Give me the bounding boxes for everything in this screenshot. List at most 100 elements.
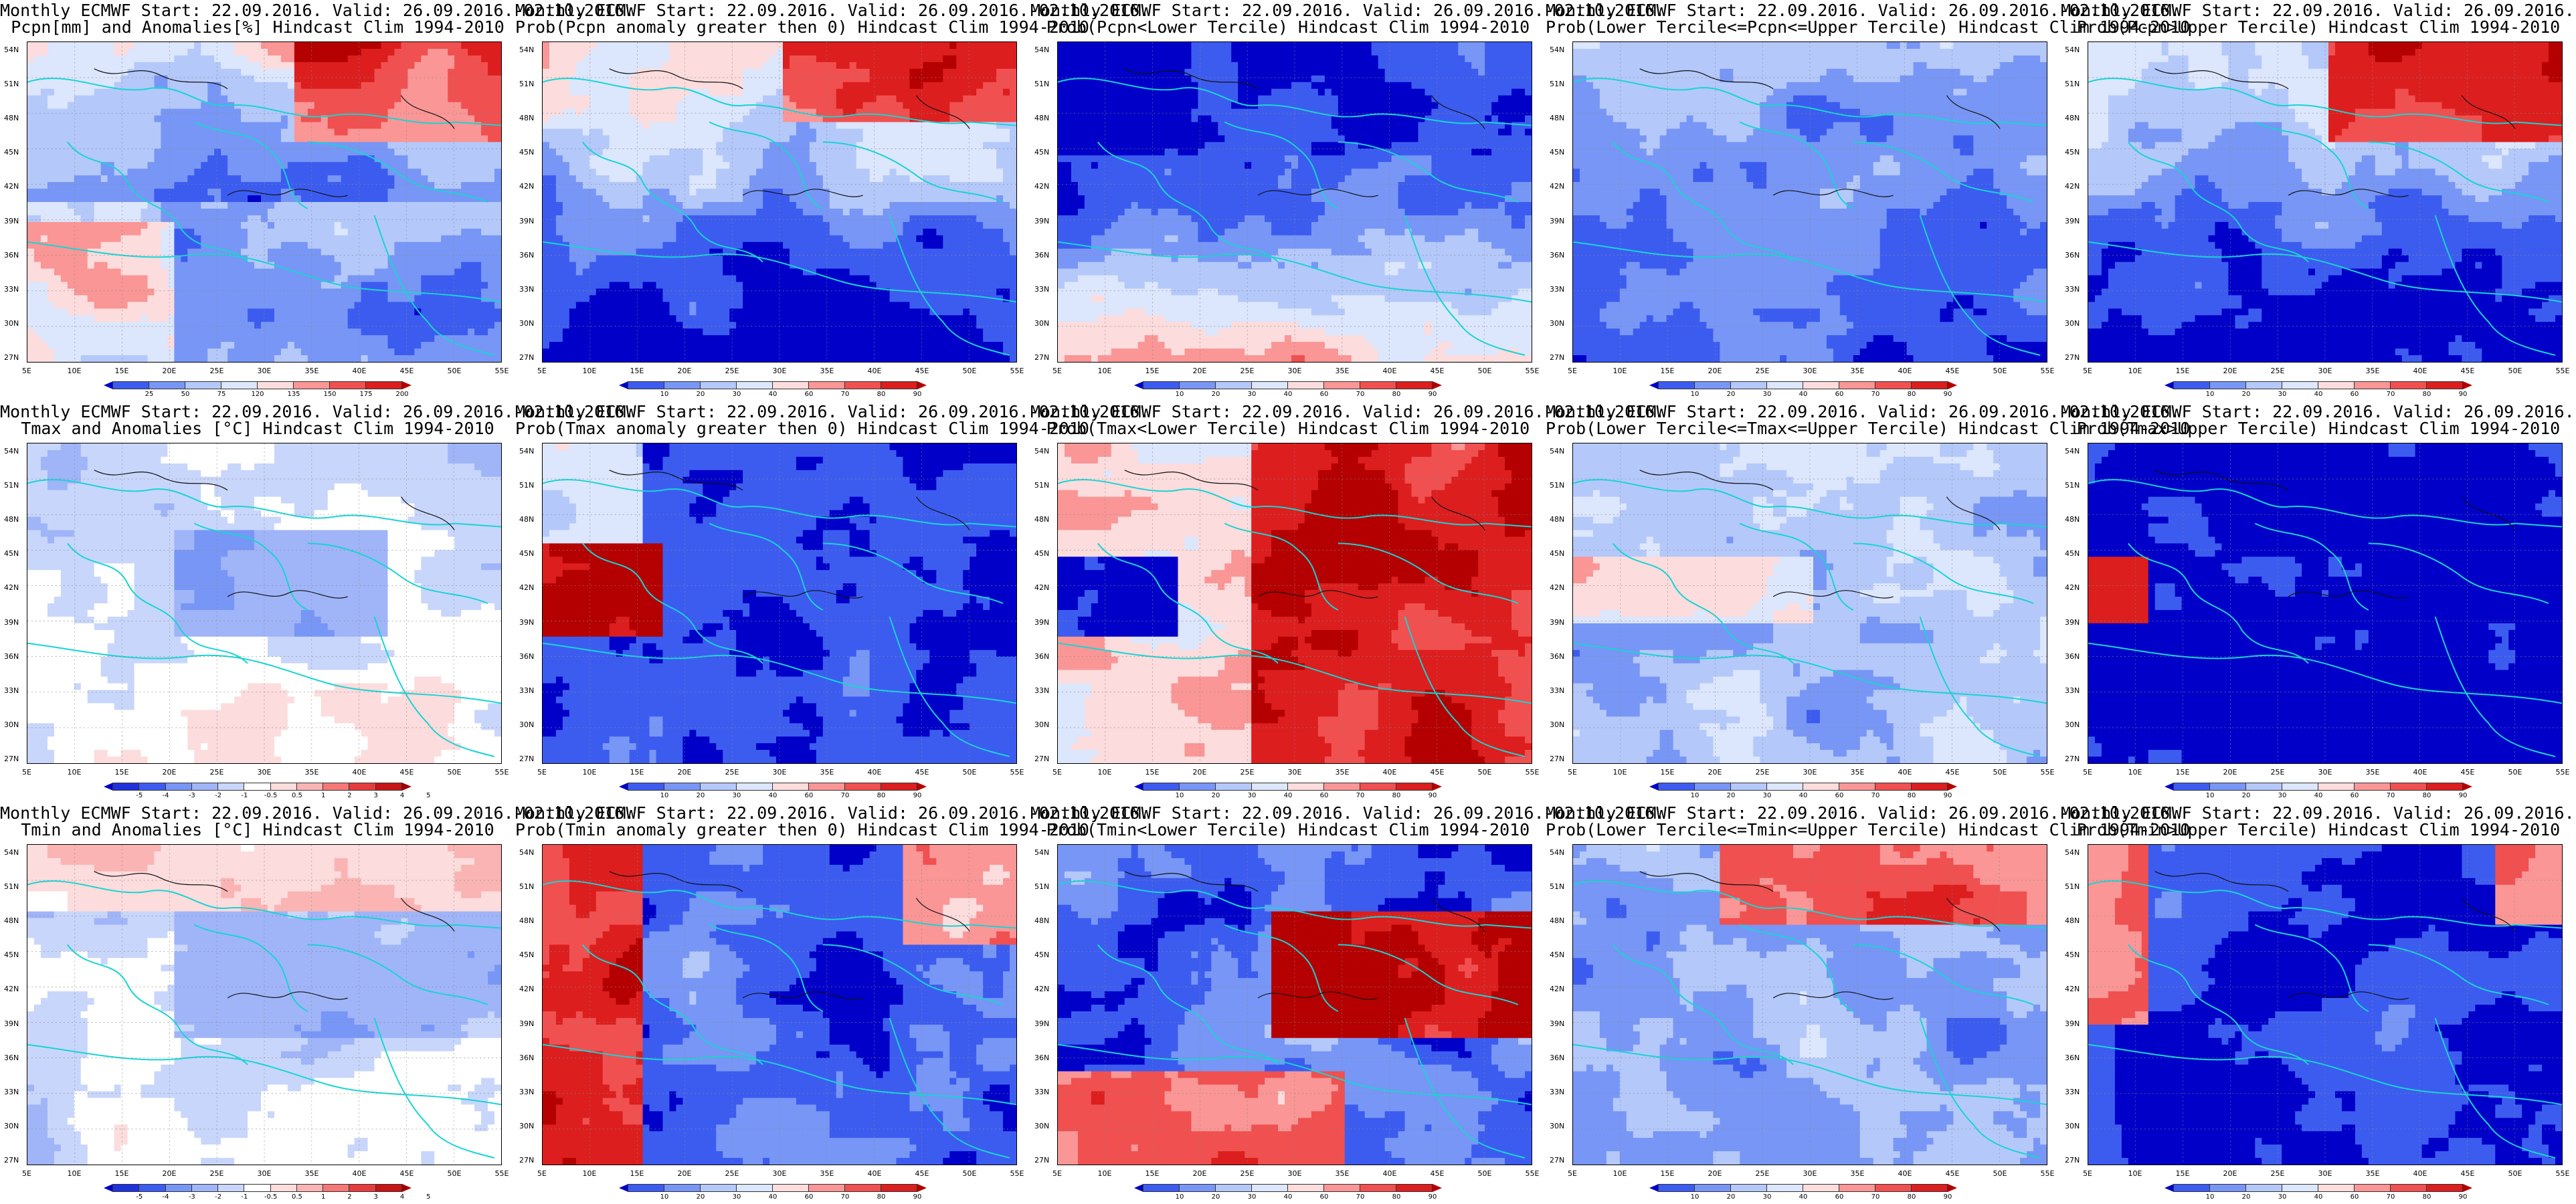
colorbar-cell	[2173, 1184, 2210, 1192]
colorbar-cell	[185, 381, 221, 389]
longitude-label: 45E	[1946, 768, 1960, 777]
longitude-label: 55E	[495, 768, 509, 777]
longitude-label: 30E	[258, 1169, 272, 1178]
map-field	[1057, 844, 1532, 1165]
colorbar-cell	[2173, 783, 2210, 791]
longitude-label: 10E	[583, 1169, 597, 1178]
latitude-label: 54N	[4, 447, 19, 456]
latitude-label: 27N	[4, 1156, 19, 1165]
map-panel: Monthly ECMWF Start: 22.09.2016. Valid: …	[515, 401, 1149, 803]
panel-title-line2: Prob(Tmin anomaly greater then 0) Hindca…	[515, 821, 1089, 839]
colorbar-cell	[808, 381, 845, 389]
colorbar-arrow-right	[402, 381, 411, 389]
latitude-label: 36N	[519, 1054, 534, 1062]
latitude-label: 27N	[1034, 755, 1049, 763]
colorbar-tick-label: 4	[400, 792, 404, 799]
colorbar-cell	[628, 1184, 664, 1192]
latitude-label: 54N	[1550, 45, 1564, 54]
longitude-label: 20E	[163, 367, 177, 375]
latitude-label: 36N	[2065, 1054, 2080, 1062]
colorbar-cell	[1360, 381, 1396, 389]
colorbar-tick-label: -0.5	[264, 1193, 278, 1201]
latitude-label: 48N	[519, 515, 534, 524]
latitude-label: 45N	[1034, 549, 1049, 558]
colorbar-cell	[1396, 1184, 1433, 1192]
latitude-label: 42N	[2065, 583, 2080, 592]
latitude-label: 51N	[1550, 481, 1564, 490]
colorbar-labels: 10 20 30 40 60 70 80 90	[1659, 391, 1952, 400]
longitude-label: 25E	[1756, 768, 1770, 777]
colorbar-arrow-right	[1948, 783, 1957, 791]
longitude-label: 40E	[353, 768, 367, 777]
colorbar-arrow-right	[1433, 1184, 1442, 1192]
map-field	[542, 844, 1017, 1165]
panel-title-line1: Monthly ECMWF Start: 22.09.2016. Valid: …	[0, 1, 634, 19]
longitude-label: 40E	[1898, 768, 1912, 777]
colorbar-tick-label: 10	[1176, 792, 1184, 799]
longitude-label: 5E	[1052, 768, 1062, 777]
longitude-label: 5E	[1568, 768, 1577, 777]
colorbar-arrow-right	[917, 1184, 927, 1192]
colorbar-tick-label: 90	[913, 391, 922, 398]
colorbar-arrow-right	[2463, 783, 2472, 791]
colorbar-tick-label: -2	[215, 792, 221, 799]
longitude-label: 45E	[400, 367, 414, 375]
colorbar-tick-label: -4	[163, 792, 169, 799]
latitude-label: 45N	[1550, 950, 1564, 959]
latitude-label: 51N	[2065, 481, 2080, 490]
panel-title-line1: Monthly ECMWF Start: 22.09.2016. Valid: …	[1546, 403, 2180, 421]
colorbar-tick-label: 40	[1799, 792, 1808, 799]
panel-title-line2: Tmax and Anomalies [°C] Hindcast Clim 19…	[0, 419, 515, 437]
colorbar-cell	[1323, 783, 1360, 791]
longitude-label: 55E	[2556, 768, 2570, 777]
latitude-label: 39N	[519, 1019, 534, 1028]
colorbar	[1134, 783, 1442, 791]
longitude-label: 20E	[163, 1169, 177, 1178]
longitude-label: 25E	[1756, 1169, 1770, 1178]
latitude-label: 30N	[1034, 720, 1049, 729]
colorbar-cell	[217, 1184, 245, 1192]
colorbar-cell	[1694, 381, 1731, 389]
longitude-label: 5E	[537, 1169, 547, 1178]
colorbar-tick-label: 0.5	[292, 792, 302, 799]
longitude-label: 35E	[1851, 1169, 1865, 1178]
colorbar-cell	[349, 1184, 376, 1192]
longitude-label: 30E	[773, 768, 787, 777]
latitude-label: 45N	[2065, 950, 2080, 959]
longitude-label: 5E	[2083, 1169, 2092, 1178]
colorbar-cell	[2426, 1184, 2463, 1192]
latitude-label: 33N	[2065, 1088, 2080, 1096]
longitude-label: 50E	[1993, 367, 2007, 375]
colorbar-tick-label: 70	[841, 1193, 850, 1201]
colorbar-tick-label: -2	[215, 1193, 221, 1201]
latitude-label: 33N	[519, 1088, 534, 1096]
latitude-label: 33N	[1550, 1088, 1564, 1096]
colorbar-cell	[329, 381, 366, 389]
longitude-label: 20E	[678, 1169, 692, 1178]
colorbar-tick-label: 40	[1284, 1193, 1293, 1201]
colorbar-cell	[1875, 381, 1912, 389]
colorbar-cell	[1143, 381, 1180, 389]
map-panel: Monthly ECMWF Start: 22.09.2016. Valid: …	[0, 401, 634, 803]
colorbar-arrow-left	[2165, 783, 2174, 791]
colorbar	[619, 783, 927, 791]
longitude-label: 15E	[115, 768, 129, 777]
longitude-label: 5E	[22, 1169, 31, 1178]
longitude-label: 15E	[2176, 367, 2190, 375]
longitude-label: 10E	[1098, 1169, 1112, 1178]
colorbar-tick-label: 30	[733, 792, 741, 799]
longitude-label: 55E	[1526, 768, 1540, 777]
colorbar-tick-label: 70	[1356, 792, 1365, 799]
longitude-label: 40E	[2413, 1169, 2427, 1178]
colorbar-cell	[149, 381, 185, 389]
latitude-label: 33N	[2065, 285, 2080, 294]
longitude-label: 5E	[537, 768, 547, 777]
longitude-label: 40E	[1383, 768, 1397, 777]
longitude-label: 40E	[2413, 367, 2427, 375]
colorbar-cell	[1911, 381, 1948, 389]
latitude-label: 33N	[4, 686, 19, 695]
colorbar-arrow-left	[104, 381, 113, 389]
longitude-label: 40E	[353, 1169, 367, 1178]
latitude-label: 48N	[1034, 515, 1049, 524]
